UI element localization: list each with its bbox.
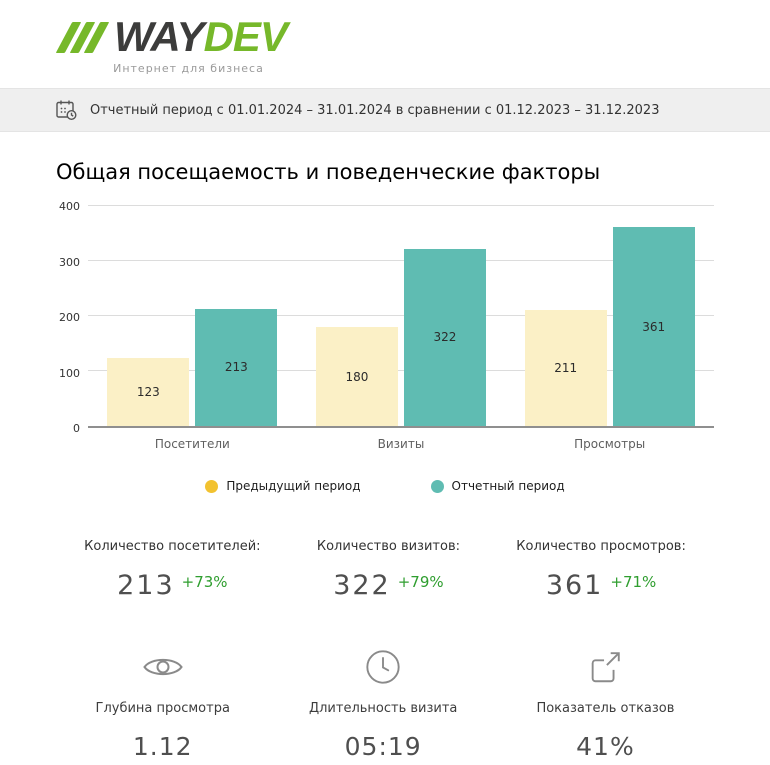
behavior-metrics-row: Глубина просмотра 1.12 Длительность визит… [56,647,714,761]
y-tick-label: 0 [73,422,80,435]
stat-value: 361 +71% [516,570,686,601]
report-content: Общая посещаемость и поведенческие факто… [0,160,770,761]
metric-label: Глубина просмотра [95,701,230,716]
summary-stats-row: Количество посетителей: 213 +73% Количество… [56,539,714,601]
bar: 322 [403,248,486,426]
metric-value: 41% [576,732,635,761]
bar-value-label: 322 [433,330,457,345]
share-icon [536,647,674,687]
legend-item: Предыдущий период [205,479,361,493]
metric-label: Длительность визита [308,701,458,716]
metric-value: 1.12 [132,732,193,761]
logo-tagline: Интернет для бизнеса [113,62,264,75]
chart-plot-area: 0 100 200 300 400 123 213 180 322 211 361 [56,200,714,435]
metric-value: 05:19 [344,732,422,761]
traffic-bar-chart: 0 100 200 300 400 123 213 180 322 211 361 Посетит… [56,200,714,493]
y-tick-label: 400 [59,200,80,213]
stat-delta: +71% [610,573,657,591]
stat-label: Количество визитов: [316,539,460,554]
legend-label: Предыдущий период [226,479,361,493]
calendar-clock-icon [54,98,78,122]
bar: 123 [107,358,190,426]
stat-column: Количество посетителей: 213 +73% [84,539,260,601]
logo-text-dev: DEV [203,13,288,60]
chart-legend: Предыдущий период Отчетный период [56,479,714,493]
legend-item: Отчетный период [430,479,565,493]
x-axis-category-label: Посетители [154,437,230,451]
bar: 180 [315,327,398,426]
stat-value: 322 +79% [317,570,460,601]
stat-number: 213 [117,570,175,601]
y-tick-label: 300 [59,255,80,269]
bar-value-label: 123 [136,385,160,400]
stat-label: Количество просмотров: [516,539,686,554]
chart-plot: 123 213 180 322 211 361 [88,205,714,428]
x-axis-category-label: Визиты [377,437,425,451]
eye-icon [96,647,230,687]
bar: 211 [524,309,607,426]
stat-column: Количество визитов: 322 +79% [317,539,460,601]
stat-label: Количество посетителей: [84,539,261,554]
chart-bar-groups: 123 213 180 322 211 361 [88,206,714,426]
clock-icon [309,647,457,687]
y-tick-label: 100 [59,366,80,380]
chart-x-axis-labels: Посетители Визиты Просмотры [88,437,714,451]
logo-wordmark: WAY DEV [55,13,288,60]
bar: 213 [195,308,278,426]
bar-group: 211 361 [524,206,695,426]
y-tick-label: 200 [59,311,80,324]
stat-number: 361 [545,570,604,601]
legend-label: Отчетный период [451,479,565,493]
stat-delta: +79% [397,573,444,591]
bar-value-label: 213 [224,360,248,375]
chart-y-axis: 0 100 200 300 400 [56,200,88,435]
bar-group: 180 322 [315,206,486,426]
bar-value-label: 211 [554,360,578,375]
stat-number: 322 [333,570,391,601]
legend-color-dot [430,479,444,493]
gridline [88,205,714,206]
gridline [88,370,714,371]
header: WAY DEV Интернет для бизнеса [0,0,770,88]
x-axis-category-label: Просмотры [574,437,646,451]
bar-value-label: 361 [642,319,666,334]
stat-value: 213 +73% [84,570,260,601]
bar-group: 123 213 [107,206,278,426]
gridline [88,260,714,261]
metric-column: Показатель отказов 41% [536,647,674,761]
bar: 361 [612,227,695,426]
logo-slashes-icon [55,21,110,53]
logo-text-way: WAY [114,13,205,60]
legend-color-dot [205,479,219,493]
waydev-logo: WAY DEV Интернет для бизнеса [55,13,288,75]
stat-delta: +73% [181,573,228,591]
stat-column: Количество просмотров: 361 +71% [516,539,686,601]
page-title: Общая посещаемость и поведенческие факто… [56,160,601,184]
period-text: Отчетный период с 01.01.2024 – 31.01.202… [90,102,660,118]
metric-column: Длительность визита 05:19 [309,647,457,761]
bar-value-label: 180 [345,369,369,384]
gridline [88,315,714,316]
metric-label: Показатель отказов [536,701,675,716]
metric-column: Глубина просмотра 1.12 [96,647,230,761]
period-bar: Отчетный период с 01.01.2024 – 31.01.202… [0,88,770,132]
